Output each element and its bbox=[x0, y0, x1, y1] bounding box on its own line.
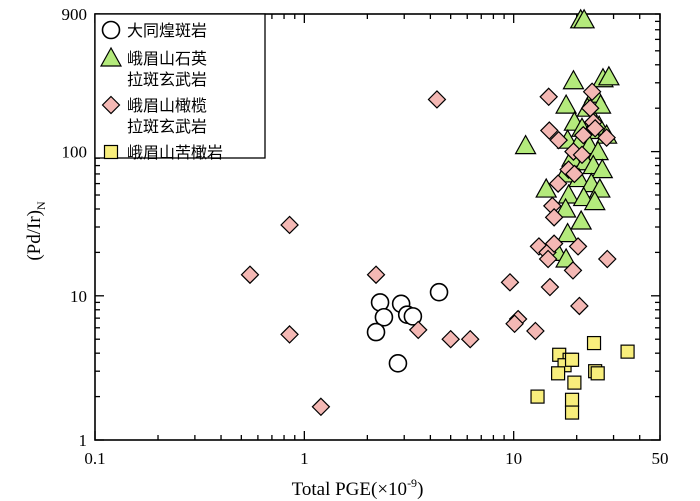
triangle-data-point bbox=[572, 186, 595, 207]
diamond-data-point bbox=[240, 265, 260, 285]
y-tick-label: 900 bbox=[62, 5, 88, 24]
circle-data-point bbox=[429, 282, 449, 302]
diamond-data-point bbox=[441, 329, 461, 349]
y-tick-label: 1 bbox=[79, 431, 88, 450]
diamond-data-point bbox=[565, 164, 584, 184]
diamond-data-point bbox=[280, 215, 299, 235]
square-data-point bbox=[550, 366, 566, 381]
diamond-data-point bbox=[544, 207, 564, 227]
x-tick-label: 1 bbox=[300, 449, 309, 468]
triangle-data-point bbox=[597, 65, 620, 86]
diamond-data-point bbox=[549, 130, 569, 150]
diamond-data-point bbox=[585, 118, 605, 138]
legend-label-line2: 拉斑玄武岩 bbox=[127, 70, 207, 89]
diamond-data-point bbox=[526, 321, 545, 341]
square-data-point bbox=[564, 405, 580, 420]
y-tick-label: 10 bbox=[70, 287, 87, 306]
y-axis-label-main: (Pd/Ir) bbox=[24, 210, 45, 261]
legend-box bbox=[94, 13, 266, 159]
diamond-data-point bbox=[505, 314, 524, 334]
square-data-point bbox=[530, 389, 545, 404]
legend-diamond-icon bbox=[101, 95, 121, 115]
diamond-data-point bbox=[540, 277, 560, 297]
triangle-data-point bbox=[556, 222, 579, 243]
series-square bbox=[530, 335, 635, 420]
legend-label: 峨眉山苦橄岩 bbox=[127, 143, 223, 162]
diamond-data-point bbox=[408, 320, 428, 340]
diamond-data-point bbox=[570, 296, 589, 316]
triangle-data-point bbox=[570, 209, 593, 230]
series-circle bbox=[366, 282, 449, 373]
y-tick-label: 100 bbox=[62, 143, 88, 162]
diamond-data-point bbox=[500, 272, 520, 292]
diamond-data-point bbox=[366, 265, 386, 285]
circle-data-point bbox=[366, 322, 386, 342]
square-data-point bbox=[567, 375, 582, 390]
x-axis-label-exponent: -9 bbox=[407, 476, 417, 490]
axis-labels: Total PGE(×10-9) (Pd/Ir)N bbox=[24, 201, 423, 500]
triangle-data-point bbox=[554, 197, 577, 218]
x-tick-label: 10 bbox=[505, 449, 522, 468]
diamond-data-point bbox=[597, 249, 617, 269]
diamond-data-point bbox=[539, 87, 559, 107]
diamond-data-point bbox=[311, 397, 331, 417]
square-data-point bbox=[620, 344, 635, 359]
diamond-data-point bbox=[563, 261, 583, 280]
x-axis-label: Total PGE(×10-9) bbox=[292, 476, 424, 500]
triangle-data-point bbox=[583, 190, 606, 211]
series-diamond bbox=[240, 82, 617, 417]
diamond-data-point bbox=[460, 329, 480, 349]
triangle-data-point bbox=[555, 247, 578, 268]
legend-label: 大同煌斑岩 bbox=[127, 21, 207, 40]
diamond-data-point bbox=[597, 128, 616, 147]
diamond-data-point bbox=[548, 174, 568, 193]
legend-label-line2: 拉斑玄武岩 bbox=[127, 117, 207, 136]
triangle-data-point bbox=[562, 69, 585, 90]
diamond-data-point bbox=[572, 145, 592, 165]
triangle-data-point bbox=[573, 8, 596, 29]
legend-label: 峨眉山石英 bbox=[127, 49, 207, 68]
triangle-data-point bbox=[535, 177, 558, 198]
y-axis-label: (Pd/Ir)N bbox=[24, 201, 48, 261]
triangle-data-point bbox=[514, 134, 537, 155]
diamond-data-point bbox=[280, 325, 299, 344]
legend-square-icon bbox=[103, 144, 119, 160]
diamond-data-point bbox=[539, 121, 559, 140]
triangle-data-point bbox=[555, 93, 578, 114]
square-data-point bbox=[564, 352, 580, 367]
x-axis-label-main: Total PGE(×10 bbox=[292, 479, 407, 500]
square-data-point bbox=[564, 392, 580, 407]
x-axis-label-end: ) bbox=[417, 479, 423, 500]
circle-data-point bbox=[388, 354, 408, 373]
diamond-data-point bbox=[568, 237, 588, 256]
diamond-data-point bbox=[582, 82, 602, 102]
square-data-point bbox=[590, 366, 605, 381]
diamond-data-point bbox=[544, 234, 564, 253]
x-tick-label: 0.1 bbox=[84, 449, 105, 468]
circle-data-point bbox=[374, 307, 394, 327]
data-points bbox=[240, 8, 635, 420]
x-tick-label: 50 bbox=[652, 449, 669, 468]
diamond-data-point bbox=[427, 90, 447, 109]
legend-triangle-icon bbox=[99, 46, 123, 67]
triangle-data-point bbox=[591, 158, 614, 179]
y-axis-label-subscript: N bbox=[34, 201, 48, 210]
diamond-data-point bbox=[573, 125, 593, 145]
square-data-point bbox=[586, 335, 602, 351]
diamond-data-point bbox=[538, 249, 558, 269]
legend-circle-icon bbox=[101, 20, 121, 40]
circle-data-point bbox=[403, 307, 423, 326]
triangle-data-point bbox=[557, 183, 580, 204]
legend-label: 峨眉山橄榄 bbox=[127, 96, 207, 115]
